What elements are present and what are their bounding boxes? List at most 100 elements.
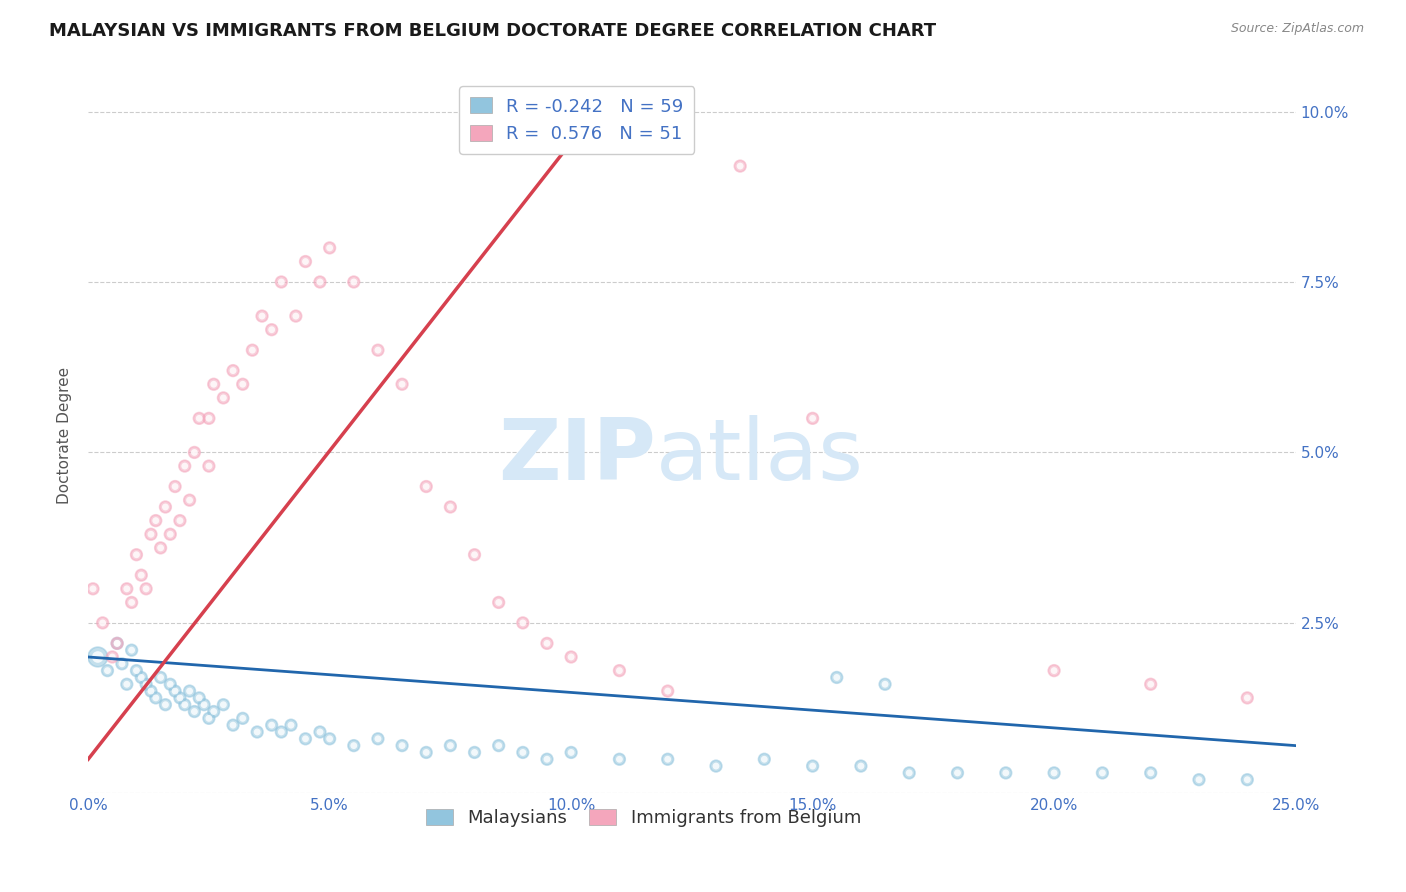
Point [488,739,510,753]
Point [1043,664,1066,678]
Point [149,670,172,684]
Point [179,684,201,698]
Point [439,500,461,514]
Point [754,752,776,766]
Point [728,159,751,173]
Point [801,759,824,773]
Point [105,636,128,650]
Point [994,765,1017,780]
Point [946,765,969,780]
Point [129,670,152,684]
Point [849,759,872,773]
Point [115,677,138,691]
Point [125,664,148,678]
Point [1139,677,1161,691]
Point [101,650,124,665]
Point [173,698,195,712]
Point [343,275,366,289]
Point [488,595,510,609]
Point [367,343,389,358]
Point [512,746,534,760]
Point [294,254,316,268]
Point [82,582,104,596]
Point [139,527,162,541]
Point [115,677,138,691]
Point [294,731,316,746]
Point [121,643,143,657]
Point [250,309,273,323]
Text: ZIP: ZIP [498,416,655,499]
Point [246,725,269,739]
Point [898,765,921,780]
Point [193,698,215,712]
Point [488,739,510,753]
Point [1043,765,1066,780]
Point [825,670,848,684]
Point [222,718,245,732]
Point [415,746,437,760]
Point [512,615,534,630]
Point [198,711,221,725]
Point [318,241,340,255]
Point [159,527,181,541]
Point [391,739,413,753]
Point [657,684,679,698]
Point [165,479,187,493]
Point [135,677,157,691]
Point [145,690,167,705]
Point [115,582,138,596]
Point [212,391,235,405]
Point [173,459,195,474]
Point [129,568,152,582]
Point [212,698,235,712]
Point [994,765,1017,780]
Point [512,615,534,630]
Point [260,323,283,337]
Point [145,690,167,705]
Point [309,725,332,739]
Point [1188,772,1211,787]
Point [232,377,254,392]
Point [165,684,187,698]
Point [1091,765,1114,780]
Point [232,377,254,392]
Point [179,684,201,698]
Point [193,698,215,712]
Point [318,731,340,746]
Point [87,650,110,665]
Point [111,657,134,671]
Point [464,548,486,562]
Point [728,159,751,173]
Point [801,411,824,425]
Point [560,746,582,760]
Point [464,548,486,562]
Point [284,309,307,323]
Point [202,705,225,719]
Point [232,711,254,725]
Point [704,759,727,773]
Point [96,664,118,678]
Point [135,582,157,596]
Point [754,752,776,766]
Point [165,684,187,698]
Point [198,459,221,474]
Point [198,711,221,725]
Point [536,636,558,650]
Point [155,500,177,514]
Point [188,690,211,705]
Point [115,582,138,596]
Point [232,711,254,725]
Point [1139,765,1161,780]
Point [1236,772,1258,787]
Point [139,527,162,541]
Point [898,765,921,780]
Point [135,677,157,691]
Point [657,684,679,698]
Point [96,664,118,678]
Point [145,514,167,528]
Point [82,582,104,596]
Point [318,241,340,255]
Point [391,739,413,753]
Point [125,664,148,678]
Point [270,725,292,739]
